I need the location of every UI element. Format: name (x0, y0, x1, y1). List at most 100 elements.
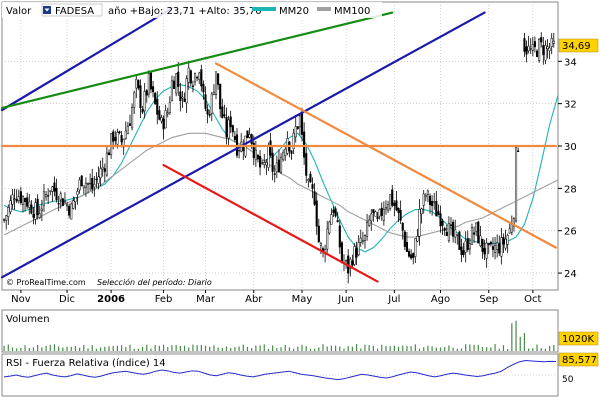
candle (296, 126, 299, 130)
volume-bar (183, 345, 186, 351)
candle (168, 96, 171, 115)
candle (496, 234, 499, 258)
candle (191, 80, 194, 93)
volume-bar (393, 345, 395, 351)
candle (517, 147, 520, 152)
candle (34, 197, 37, 225)
volume-bar (418, 348, 421, 351)
volume-bar (171, 345, 173, 351)
candle (353, 243, 356, 267)
candle (374, 210, 377, 217)
volume-bar (502, 345, 505, 351)
candle (479, 225, 482, 248)
candle (246, 130, 249, 139)
candle (172, 76, 176, 90)
candle (525, 40, 528, 63)
candle (93, 175, 96, 197)
volume-bar (263, 344, 265, 351)
candle (118, 130, 121, 135)
candle (164, 104, 167, 129)
volume-bar (343, 348, 345, 351)
candle (498, 235, 501, 257)
candle (38, 205, 41, 220)
candle (131, 103, 134, 131)
volume-label: Volumen (6, 314, 50, 325)
volume-bar (53, 344, 56, 351)
volume-bar (87, 348, 89, 351)
candle (261, 160, 264, 165)
volume-bar (213, 345, 215, 351)
candle (494, 236, 497, 260)
candle (433, 192, 436, 210)
x-tick-label-Ago: Ago (431, 294, 450, 305)
candle (309, 171, 312, 183)
candle (137, 79, 140, 91)
candle (225, 107, 228, 145)
volume-bar (246, 346, 249, 351)
y-tick-label-30: 30 (564, 142, 577, 153)
volume-bar (45, 345, 47, 351)
candle (13, 188, 16, 210)
candle (5, 214, 8, 230)
rsi-label-bg (4, 356, 170, 368)
candle (259, 150, 262, 176)
candle (181, 90, 184, 108)
volume-label-bg (4, 312, 54, 324)
candle (317, 218, 320, 243)
candle (177, 61, 180, 96)
candle (233, 130, 236, 143)
candle (277, 149, 281, 173)
rsi-line (2, 360, 558, 381)
candle (540, 32, 543, 48)
ticker-dropdown[interactable]: FADESA (41, 3, 103, 17)
volume-bar (255, 345, 257, 351)
candle (175, 72, 178, 97)
candle (217, 73, 220, 90)
volume-bar (553, 345, 555, 351)
volume-bar (70, 346, 72, 351)
candle (447, 216, 450, 243)
volume-bar (532, 348, 534, 351)
candle (68, 203, 71, 219)
candle (422, 189, 425, 214)
volume-bar (280, 347, 282, 351)
volume-bar (381, 344, 383, 351)
volume-bar (116, 345, 118, 351)
candle (160, 114, 163, 124)
candle (351, 254, 354, 269)
candle (30, 200, 33, 215)
candle (523, 32, 526, 57)
rsi-series (3, 360, 557, 381)
candle (355, 241, 358, 265)
candle (319, 241, 322, 255)
candle (271, 147, 274, 181)
candle (305, 145, 308, 183)
candle (84, 177, 87, 197)
volume-bar (137, 348, 139, 351)
candle (105, 145, 108, 177)
candle (437, 204, 440, 216)
candle (315, 192, 318, 235)
volume-bar (498, 348, 500, 351)
legend-mm20-swatch (252, 7, 276, 11)
volume-bar (154, 345, 156, 351)
candle (107, 149, 111, 156)
volume-bar (242, 344, 244, 351)
candle (466, 230, 469, 253)
volume-bar (74, 346, 77, 351)
volume-bar (402, 345, 404, 351)
candle (158, 105, 161, 121)
candle (407, 248, 411, 258)
candle (439, 205, 442, 233)
candle (313, 183, 316, 206)
candle (384, 200, 388, 215)
candle (366, 213, 369, 241)
volume-bar (204, 345, 207, 351)
candle (273, 165, 276, 183)
volume-bar (24, 345, 26, 351)
candle (458, 230, 461, 250)
candle (219, 83, 222, 118)
candle (166, 107, 169, 118)
candle (475, 222, 478, 237)
